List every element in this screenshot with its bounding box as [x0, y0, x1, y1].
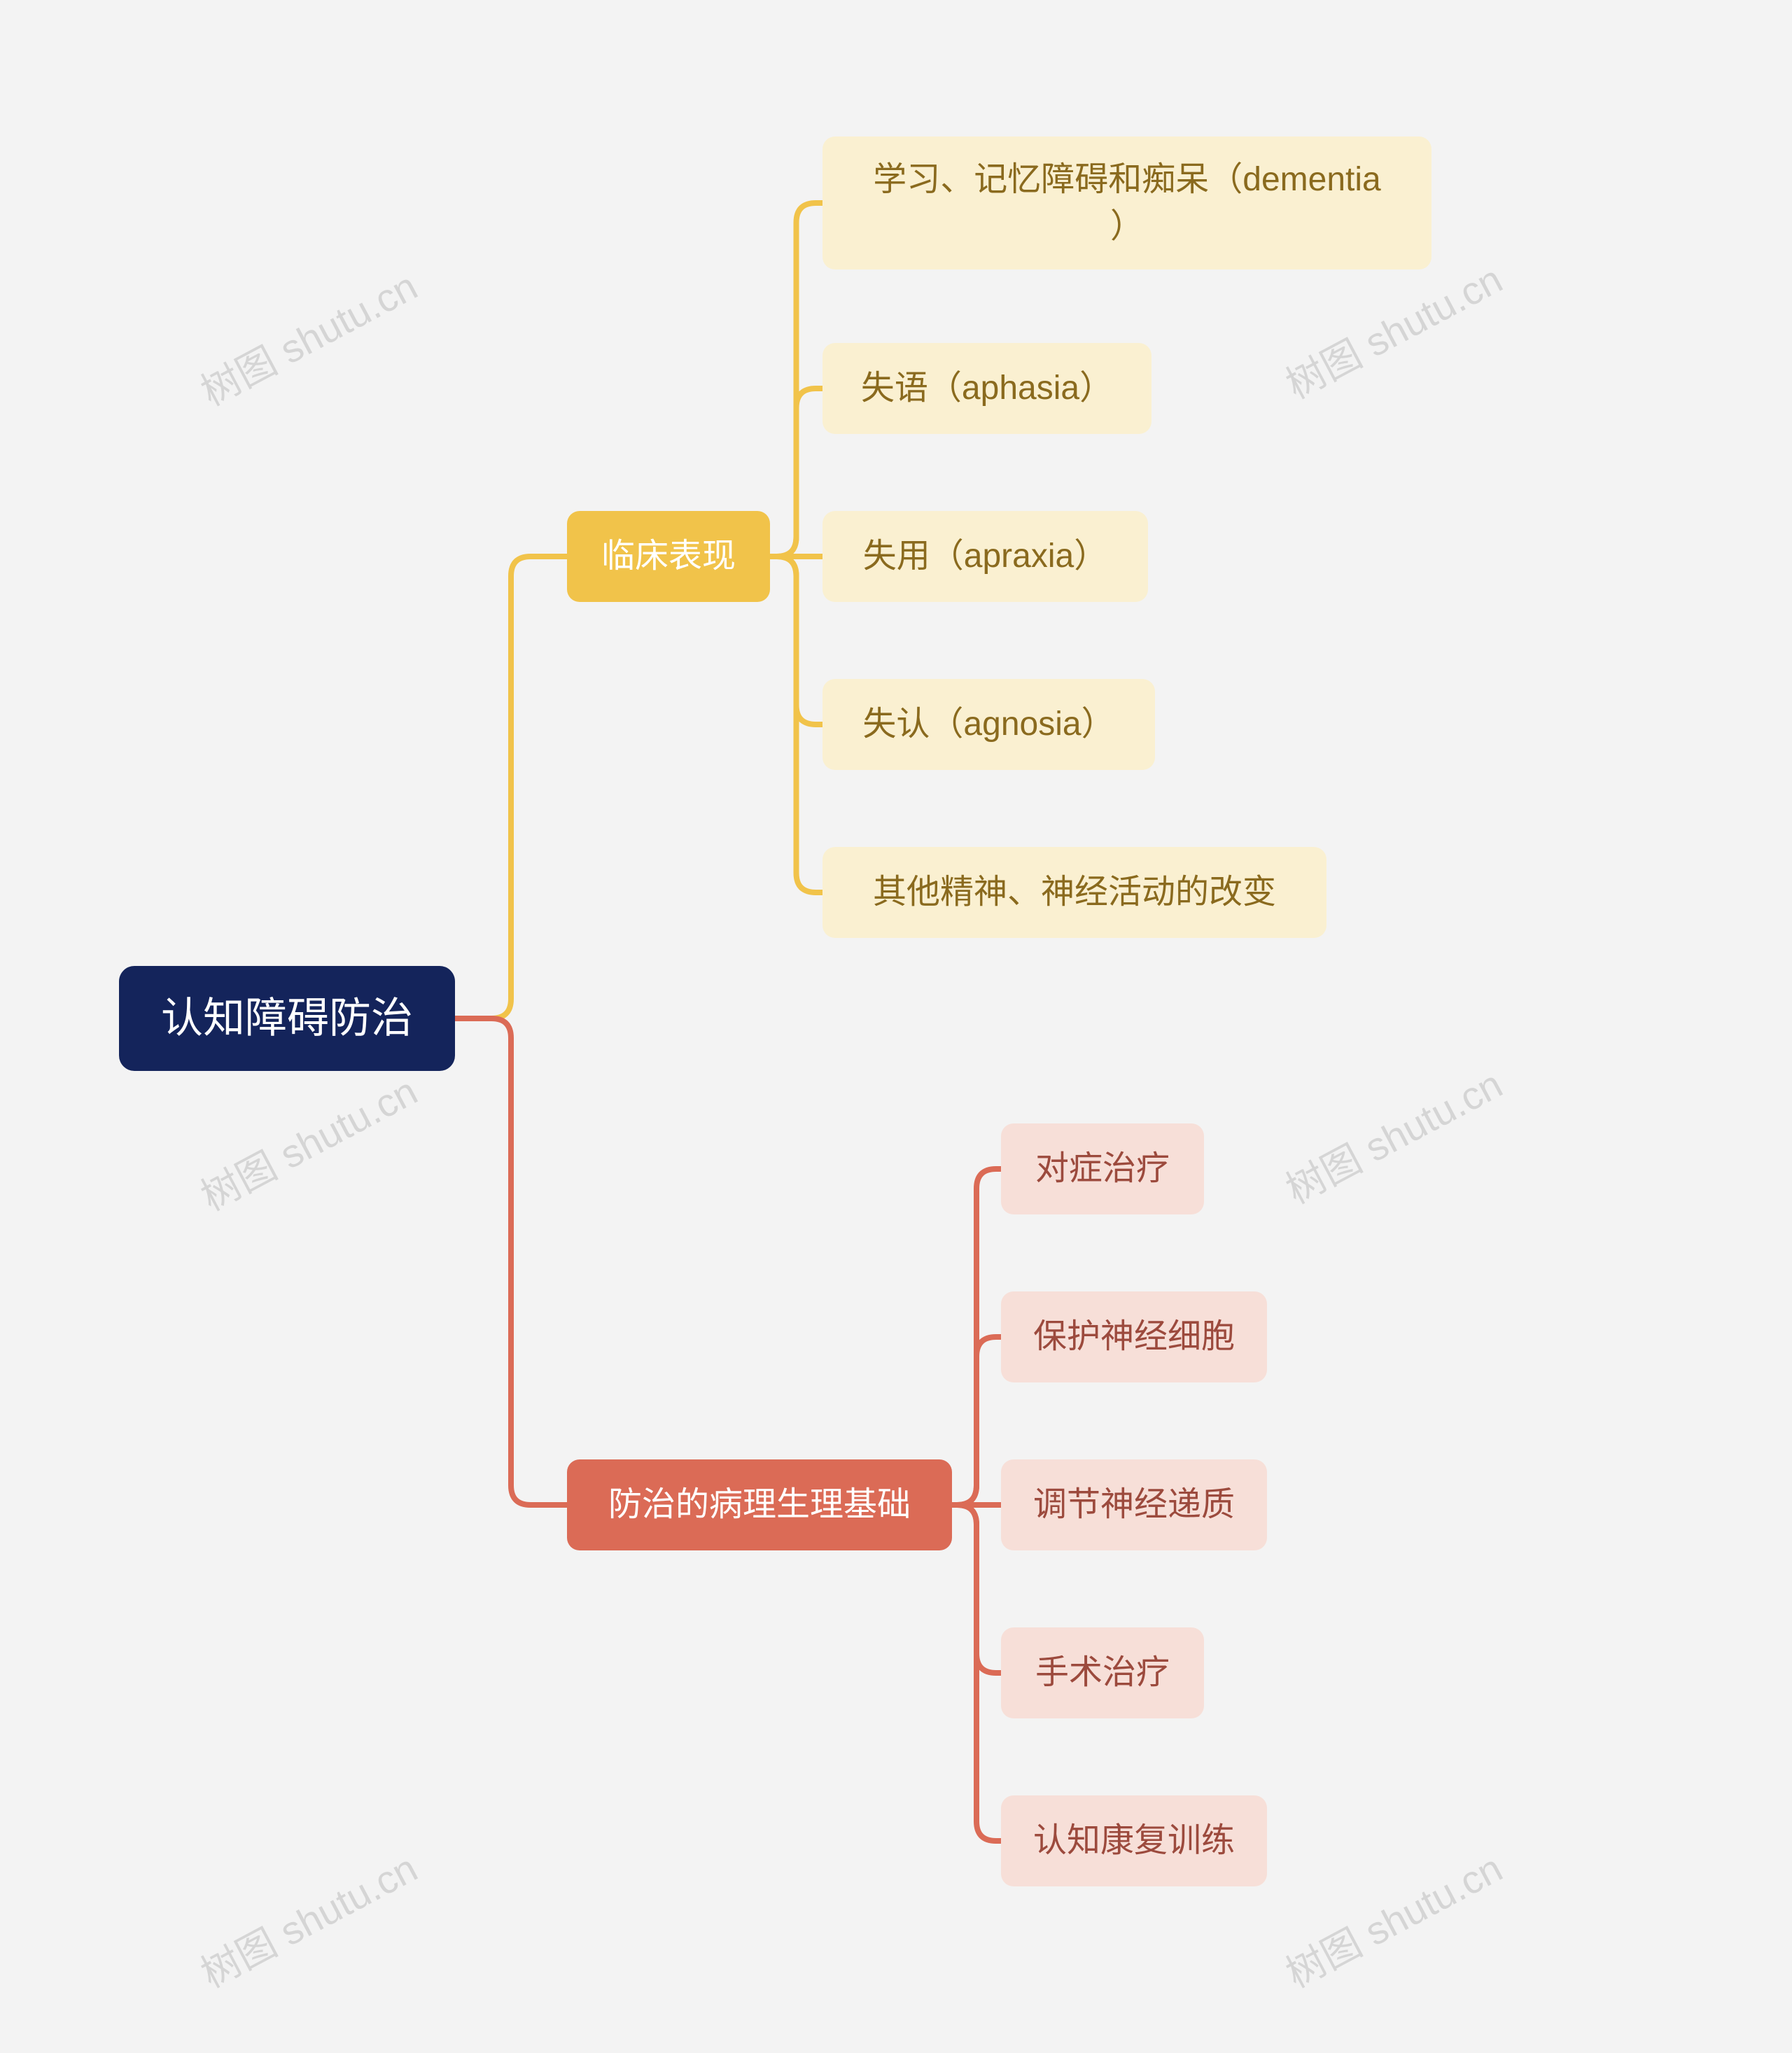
leaf-node-0-2: 失用（apraxia）: [822, 511, 1148, 602]
branch-node-1: 防治的病理生理基础: [567, 1459, 952, 1550]
leaf-node-1-0: 对症治疗: [1001, 1123, 1204, 1214]
leaf-node-1-2: 调节神经递质: [1001, 1459, 1267, 1550]
root-node: 认知障碍防治: [119, 966, 455, 1071]
connector: [455, 1018, 567, 1505]
connector: [952, 1337, 1001, 1505]
connector: [770, 388, 822, 556]
leaf-node-0-1: 失语（aphasia）: [822, 343, 1152, 434]
leaf-node-1-4: 认知康复训练: [1001, 1795, 1267, 1886]
leaf-node-0-3: 失认（agnosia）: [822, 679, 1155, 770]
leaf-node-0-0: 学习、记忆障碍和痴呆（dementia ）: [822, 136, 1432, 269]
connector: [455, 556, 567, 1018]
leaf-node-0-4: 其他精神、神经活动的改变: [822, 847, 1326, 938]
leaf-node-1-1: 保护神经细胞: [1001, 1291, 1267, 1382]
branch-node-0: 临床表现: [567, 511, 770, 602]
leaf-node-1-3: 手术治疗: [1001, 1627, 1204, 1718]
